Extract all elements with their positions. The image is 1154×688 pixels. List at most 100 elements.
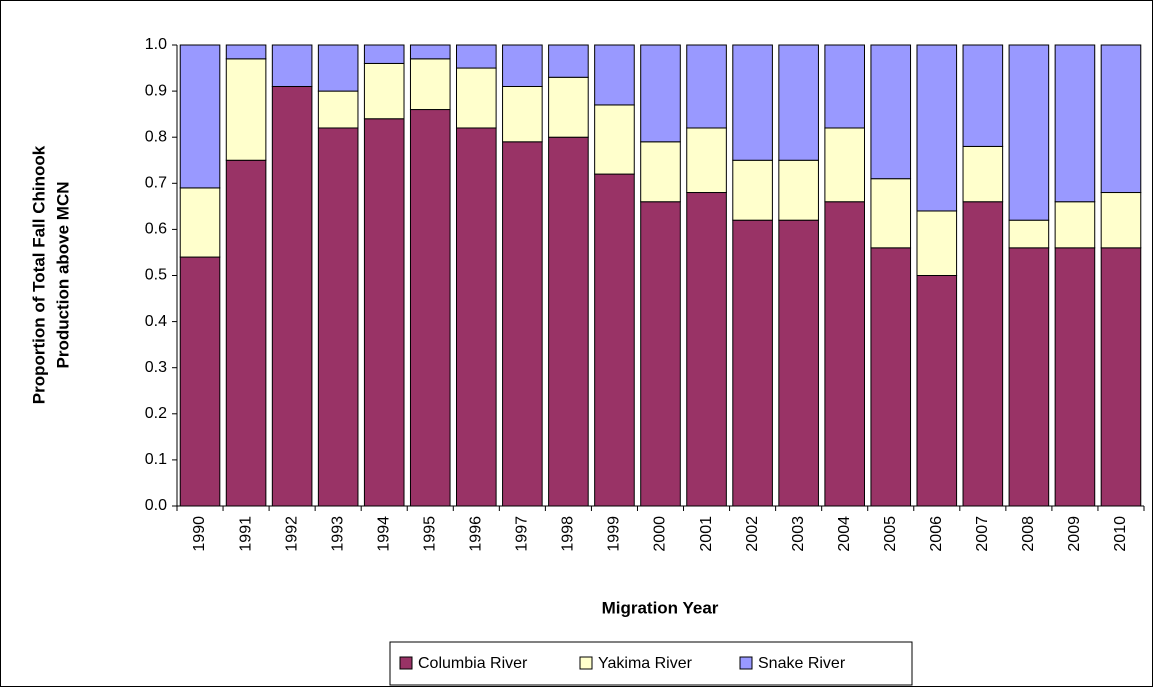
bar-segment: [1100, 192, 1142, 249]
bar-segment: [640, 201, 681, 507]
bar-segment: [594, 173, 635, 507]
y-tick-label: 0.8: [145, 128, 167, 145]
bar-segment: [686, 127, 727, 194]
bar-segment: [824, 127, 865, 203]
y-tick-label: 0.7: [145, 175, 167, 192]
bar-segment: [1100, 247, 1142, 507]
bar-segment: [640, 141, 681, 203]
x-tick-label: 1991: [237, 516, 254, 552]
bar-segment: [456, 67, 497, 129]
legend-label: Snake River: [758, 655, 846, 672]
x-tick-label: 1999: [606, 516, 623, 552]
bar-segment: [409, 44, 451, 60]
bar-segment: [502, 141, 543, 507]
bar-segment: [1008, 247, 1050, 507]
y-tick-label: 0.2: [145, 405, 167, 422]
bar-segment: [548, 44, 589, 78]
bar-segment: [1054, 44, 1096, 203]
bar-segment: [962, 145, 1004, 203]
x-tick-label: 1994: [375, 516, 392, 552]
bar-segment: [870, 178, 912, 249]
legend-swatch: [739, 656, 753, 670]
bar-segment: [1054, 201, 1096, 249]
x-tick-label: 2001: [698, 516, 715, 552]
x-tick-label: 1995: [421, 516, 438, 552]
bar-segment: [317, 44, 359, 92]
x-tick-label: 2008: [1020, 516, 1037, 552]
bar-segment: [962, 201, 1004, 507]
bar-segment: [456, 44, 497, 69]
x-tick-label: 1990: [191, 516, 208, 552]
bar-segment: [916, 275, 958, 507]
bar-segment: [594, 44, 635, 106]
bar-segment: [225, 44, 267, 60]
y-tick-label: 0.9: [145, 82, 167, 99]
x-tick-label: 1992: [283, 516, 300, 552]
x-tick-label: 1993: [329, 516, 346, 552]
bar-segment: [732, 219, 773, 507]
x-tick-label: 2010: [1112, 516, 1129, 552]
y-tick-label: 0.1: [145, 451, 167, 468]
bar-segment: [317, 127, 359, 507]
bar-segment: [594, 104, 635, 175]
bar-segment: [870, 44, 912, 180]
y-tick-label: 0.5: [145, 267, 167, 284]
x-tick-label: 2004: [836, 516, 853, 552]
x-tick-label: 2009: [1066, 516, 1083, 552]
bar-segment: [409, 109, 451, 507]
x-tick-label: 2006: [928, 516, 945, 552]
x-axis-label: Migration Year: [602, 598, 719, 617]
y-tick-label: 0.4: [145, 313, 167, 330]
bar-segment: [732, 159, 773, 221]
x-tick-label: 2007: [974, 516, 991, 552]
x-tick-label: 2003: [790, 516, 807, 552]
bar-segment: [640, 44, 681, 143]
y-tick-label: 0.0: [145, 497, 167, 514]
bar-segment: [824, 44, 865, 129]
legend-label: Columbia River: [418, 655, 528, 672]
bar-segment: [778, 44, 819, 161]
bar-segment: [778, 159, 819, 221]
bar-segment: [179, 44, 221, 189]
x-tick-label: 1996: [468, 516, 485, 552]
bar-segment: [363, 44, 405, 64]
y-axis-label: Proportion of Total Fall Chinook: [29, 145, 48, 404]
bar-segment: [271, 85, 313, 507]
legend-box: [389, 641, 913, 686]
bar-segment: [363, 62, 405, 120]
bar-segment: [1008, 219, 1050, 249]
legend-swatch: [579, 656, 593, 670]
bar-segment: [1054, 247, 1096, 507]
bar-segment: [456, 127, 497, 507]
bar-segment: [778, 219, 819, 507]
bar-segment: [179, 187, 221, 258]
legend-label: Yakima River: [598, 655, 693, 672]
x-tick-label: 1998: [560, 516, 577, 552]
bar-segment: [548, 76, 589, 138]
bar-segment: [686, 44, 727, 129]
x-tick-label: 2000: [652, 516, 669, 552]
bar-segment: [548, 136, 589, 507]
bar-segment: [916, 44, 958, 212]
y-tick-label: 0.3: [145, 359, 167, 376]
bar-segment: [916, 210, 958, 277]
bar-segment: [363, 118, 405, 507]
bar-segment: [732, 44, 773, 161]
bar-segment: [502, 85, 543, 143]
x-tick-label: 2005: [882, 516, 899, 552]
bar-segment: [870, 247, 912, 507]
bar-segment: [1100, 44, 1142, 194]
y-tick-label: 0.6: [145, 221, 167, 238]
bar-segment: [1008, 44, 1050, 221]
bar-segment: [271, 44, 313, 87]
bar-segment: [179, 256, 221, 507]
legend-swatch: [399, 656, 413, 670]
x-tick-label: 1997: [514, 516, 531, 552]
bar-segment: [317, 90, 359, 129]
bar-segment: [502, 44, 543, 87]
x-tick-label: 2002: [744, 516, 761, 552]
bar-segment: [409, 58, 451, 111]
bar-segment: [225, 159, 267, 507]
bar-segment: [962, 44, 1004, 147]
